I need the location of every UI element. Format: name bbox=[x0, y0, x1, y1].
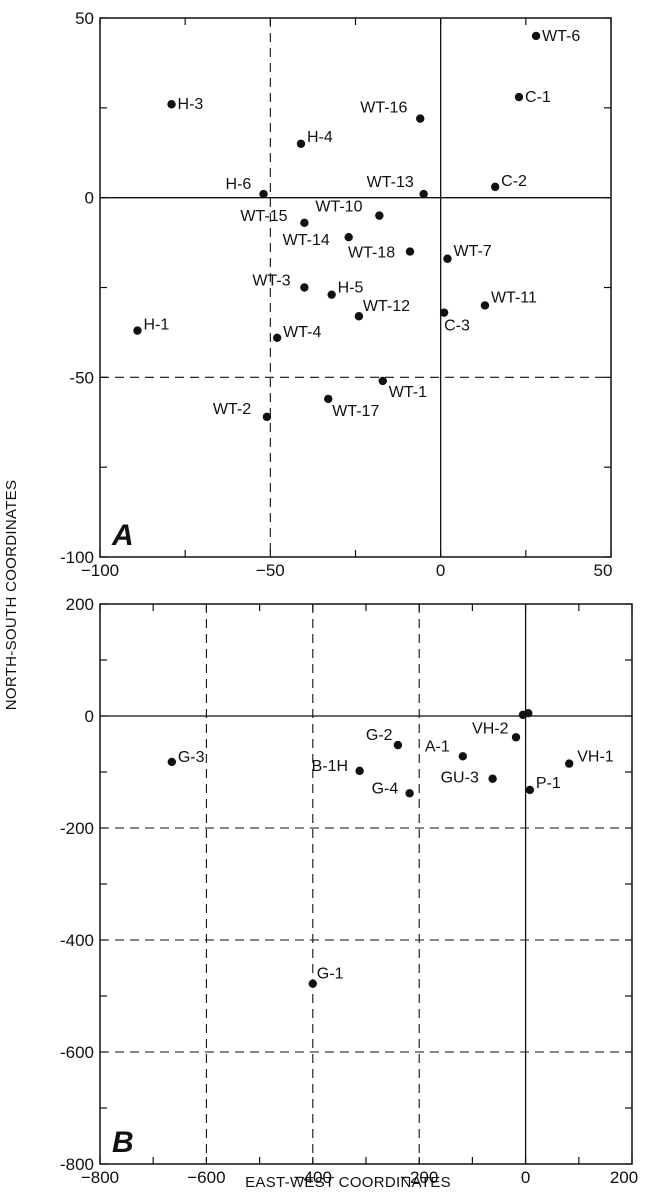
panel-label: B bbox=[112, 1126, 134, 1159]
data-point-label: G-3 bbox=[178, 749, 205, 766]
x-tick-label: −100 bbox=[81, 561, 119, 580]
y-tick-label: -800 bbox=[60, 1155, 94, 1174]
data-point-label: A-1 bbox=[425, 738, 450, 755]
x-tick-label: −600 bbox=[187, 1168, 225, 1187]
data-point bbox=[355, 766, 364, 776]
data-point-label: G-2 bbox=[366, 727, 393, 744]
data-point-label: H-4 bbox=[307, 129, 333, 146]
data-point-label: H-6 bbox=[226, 176, 252, 193]
data-point bbox=[405, 789, 414, 798]
data-point bbox=[300, 218, 309, 228]
data-point-label: VH-2 bbox=[472, 720, 509, 737]
data-point-label: WT-10 bbox=[315, 199, 362, 216]
data-point-label: H-3 bbox=[178, 96, 204, 113]
data-point-label: G-4 bbox=[372, 780, 399, 797]
data-point-label: VH-1 bbox=[577, 749, 614, 766]
data-point bbox=[443, 254, 452, 263]
y-tick-label: 200 bbox=[66, 595, 94, 614]
data-point bbox=[439, 308, 449, 317]
data-point bbox=[405, 247, 415, 256]
y-tick-label: -100 bbox=[60, 548, 94, 567]
data-point bbox=[262, 412, 272, 422]
data-point bbox=[378, 376, 387, 386]
data-point-label: WT-2 bbox=[213, 401, 251, 418]
data-point-label: WT-1 bbox=[389, 384, 427, 401]
data-point bbox=[565, 759, 574, 768]
data-point bbox=[167, 757, 177, 767]
x-tick-label: 200 bbox=[610, 1168, 638, 1187]
data-point bbox=[375, 211, 384, 220]
data-point-label: WT-7 bbox=[453, 243, 491, 260]
data-point-label: WT-18 bbox=[348, 245, 395, 262]
data-point bbox=[167, 100, 176, 109]
data-point-label: C-2 bbox=[501, 173, 527, 190]
plot-frame bbox=[99, 603, 633, 1165]
x-tick-label: −800 bbox=[81, 1168, 119, 1187]
data-point bbox=[133, 326, 142, 335]
data-point bbox=[490, 182, 500, 192]
x-tick-label: −200 bbox=[400, 1168, 438, 1187]
data-point-label: WT-3 bbox=[252, 273, 290, 290]
data-point bbox=[324, 394, 333, 404]
data-point bbox=[419, 189, 428, 199]
y-tick-label: 0 bbox=[85, 189, 94, 208]
data-point bbox=[296, 139, 306, 148]
data-point bbox=[480, 301, 490, 310]
data-point-label: H-5 bbox=[338, 280, 364, 297]
data-point bbox=[327, 290, 336, 299]
data-point bbox=[488, 774, 497, 783]
panel-label: A bbox=[111, 519, 134, 552]
x-axis-title: EAST-WEST COORDINATES bbox=[245, 1174, 451, 1191]
data-point bbox=[300, 283, 309, 292]
y-tick-label: 50 bbox=[75, 9, 94, 28]
y-tick-label: -600 bbox=[60, 1043, 94, 1062]
data-point-label: H-1 bbox=[143, 317, 169, 334]
data-point bbox=[458, 752, 468, 761]
data-point-label: GU-3 bbox=[441, 770, 479, 787]
data-point-label: WT-4 bbox=[283, 324, 321, 341]
data-point bbox=[308, 979, 317, 988]
panel-a-scatter-chart: −100 −50 0 50 -100 -50 0 50 A WT-6 H-3 C-1 WT-16 H-4 H… bbox=[60, 9, 612, 580]
data-point-label: B-1H bbox=[312, 758, 348, 775]
data-point bbox=[416, 114, 425, 123]
data-point-label: WT-17 bbox=[332, 403, 379, 420]
x-tick-label: −400 bbox=[294, 1168, 332, 1187]
x-tick-label: 0 bbox=[436, 561, 445, 580]
data-point bbox=[514, 92, 524, 102]
x-tick-label: 0 bbox=[521, 1168, 530, 1187]
data-point bbox=[272, 333, 282, 343]
panel-b-scatter-chart: −800 −600 −400 −200 0 200 -800 -600 -400 -200 0 200… bbox=[60, 595, 638, 1187]
data-point-label: WT-16 bbox=[360, 100, 407, 117]
data-point-label: G-1 bbox=[317, 966, 344, 983]
data-point bbox=[354, 312, 364, 321]
data-point bbox=[393, 740, 403, 750]
data-point-label: WT-15 bbox=[240, 208, 287, 225]
data-point bbox=[511, 733, 521, 742]
y-tick-label: -50 bbox=[69, 368, 94, 387]
y-tick-label: 0 bbox=[85, 707, 94, 726]
data-point-label: WT-12 bbox=[363, 298, 410, 315]
data-point-label: C-1 bbox=[525, 89, 551, 106]
x-tick-label: −50 bbox=[256, 561, 285, 580]
data-point bbox=[524, 709, 533, 718]
data-point bbox=[525, 785, 535, 795]
data-point-label: WT-6 bbox=[542, 28, 580, 45]
x-tick-label: 50 bbox=[594, 561, 613, 580]
data-point-label: WT-13 bbox=[367, 174, 414, 191]
data-point-label: WT-14 bbox=[283, 232, 330, 249]
data-point-label: P-1 bbox=[536, 775, 561, 792]
y-tick-label: -200 bbox=[60, 819, 94, 838]
data-point-label: C-3 bbox=[444, 318, 470, 335]
y-tick-label: -400 bbox=[60, 931, 94, 950]
data-point bbox=[344, 232, 353, 242]
y-axis-title: NORTH-SOUTH COORDINATES bbox=[3, 480, 20, 711]
data-point-label: WT-11 bbox=[491, 289, 537, 306]
data-point bbox=[259, 189, 268, 199]
data-point bbox=[531, 31, 541, 41]
